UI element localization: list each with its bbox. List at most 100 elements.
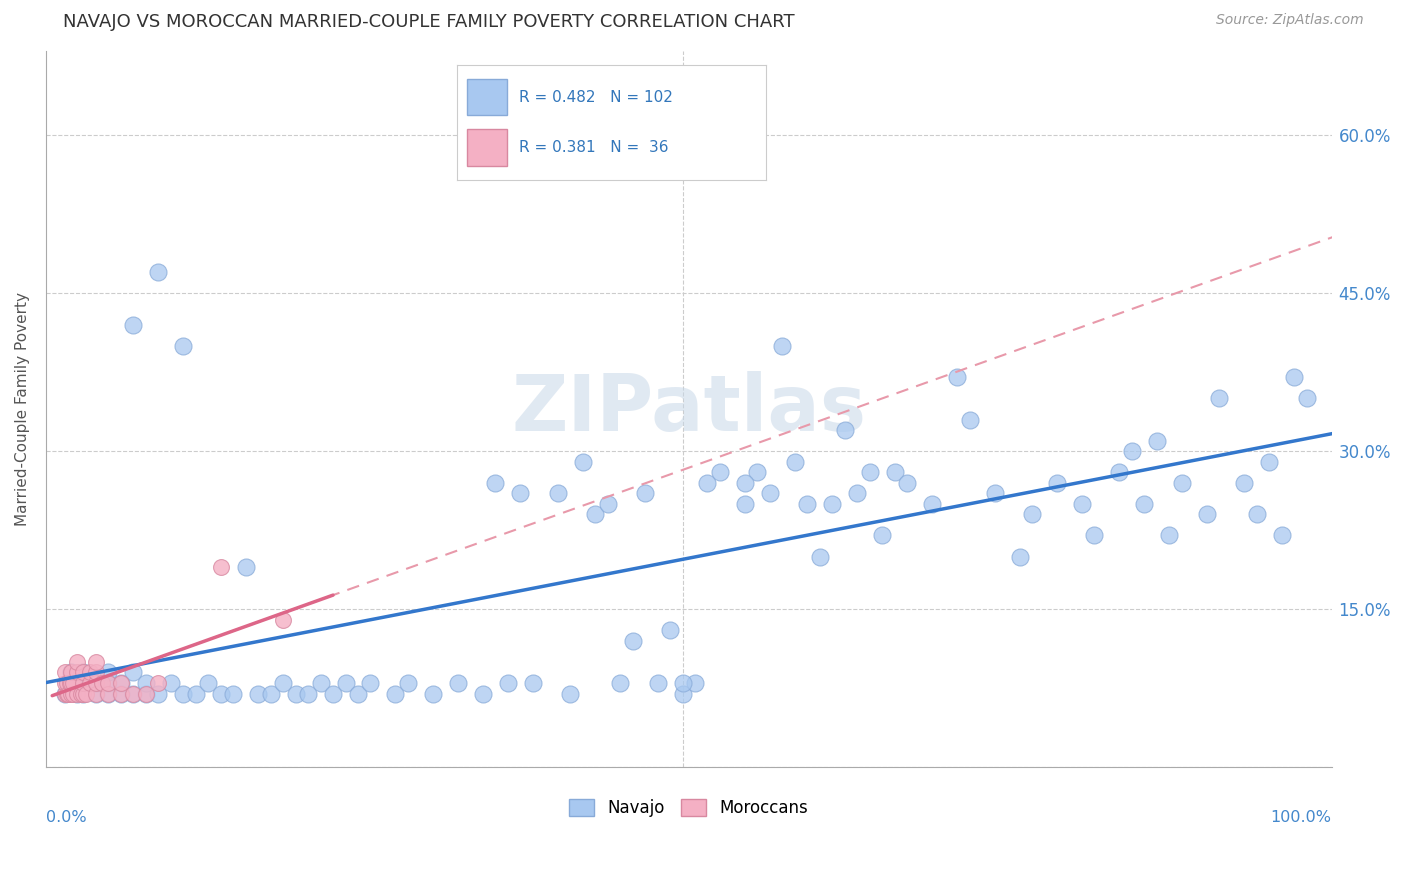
- Point: [747, 465, 769, 479]
- Point: [896, 475, 918, 490]
- Point: [609, 676, 631, 690]
- Point: [384, 686, 406, 700]
- Point: [422, 686, 444, 700]
- Point: [335, 676, 357, 690]
- Point: [58, 686, 80, 700]
- Point: [634, 486, 657, 500]
- Point: [683, 676, 706, 690]
- Point: [97, 686, 120, 700]
- Point: [1046, 475, 1069, 490]
- Point: [59, 686, 82, 700]
- Point: [821, 497, 844, 511]
- Point: [122, 686, 145, 700]
- Point: [547, 486, 569, 500]
- Point: [209, 686, 232, 700]
- Point: [1083, 528, 1105, 542]
- Point: [560, 686, 582, 700]
- Point: [259, 686, 281, 700]
- Point: [72, 665, 94, 680]
- Legend: Navajo, Moroccans: Navajo, Moroccans: [562, 792, 815, 823]
- Point: [84, 655, 107, 669]
- Point: [79, 665, 101, 680]
- Point: [496, 676, 519, 690]
- Point: [66, 686, 89, 700]
- Point: [671, 686, 693, 700]
- Point: [59, 676, 82, 690]
- Point: [759, 486, 782, 500]
- Point: [360, 676, 382, 690]
- Point: [946, 370, 969, 384]
- Point: [135, 686, 157, 700]
- Point: [56, 676, 79, 690]
- Point: [647, 676, 669, 690]
- Point: [79, 676, 101, 690]
- Point: [53, 686, 76, 700]
- Point: [66, 655, 89, 669]
- Point: [1233, 475, 1256, 490]
- Point: [734, 475, 756, 490]
- Point: [235, 560, 257, 574]
- Point: [197, 676, 219, 690]
- Point: [172, 339, 194, 353]
- Point: [135, 686, 157, 700]
- Text: Source: ZipAtlas.com: Source: ZipAtlas.com: [1216, 13, 1364, 28]
- Point: [66, 686, 89, 700]
- Point: [447, 676, 470, 690]
- Point: [172, 686, 194, 700]
- Point: [347, 686, 370, 700]
- Point: [148, 265, 170, 279]
- Point: [271, 676, 294, 690]
- Point: [621, 633, 644, 648]
- Point: [148, 686, 170, 700]
- Point: [59, 665, 82, 680]
- Text: NAVAJO VS MOROCCAN MARRIED-COUPLE FAMILY POVERTY CORRELATION CHART: NAVAJO VS MOROCCAN MARRIED-COUPLE FAMILY…: [63, 13, 794, 31]
- Point: [62, 676, 84, 690]
- Text: ZIPatlas: ZIPatlas: [512, 371, 866, 447]
- Point: [1121, 444, 1143, 458]
- Point: [1295, 392, 1317, 406]
- Point: [783, 455, 806, 469]
- Point: [53, 686, 76, 700]
- Point: [79, 676, 101, 690]
- Y-axis label: Married-Couple Family Poverty: Married-Couple Family Poverty: [15, 292, 30, 526]
- Point: [59, 665, 82, 680]
- Point: [97, 665, 120, 680]
- Point: [97, 676, 120, 690]
- Point: [91, 676, 114, 690]
- Point: [159, 676, 181, 690]
- Point: [110, 686, 132, 700]
- Text: 0.0%: 0.0%: [46, 810, 87, 825]
- Point: [72, 676, 94, 690]
- Point: [571, 455, 593, 469]
- Point: [97, 676, 120, 690]
- Point: [247, 686, 270, 700]
- Point: [72, 686, 94, 700]
- Point: [75, 686, 97, 700]
- Point: [84, 676, 107, 690]
- Point: [66, 665, 89, 680]
- Point: [921, 497, 943, 511]
- Point: [1133, 497, 1156, 511]
- Point: [110, 686, 132, 700]
- Point: [983, 486, 1005, 500]
- Point: [1282, 370, 1305, 384]
- Point: [1159, 528, 1181, 542]
- Point: [1246, 508, 1268, 522]
- Point: [135, 676, 157, 690]
- Point: [583, 508, 606, 522]
- Point: [84, 676, 107, 690]
- Point: [59, 676, 82, 690]
- Point: [209, 560, 232, 574]
- Point: [271, 613, 294, 627]
- Point: [1021, 508, 1043, 522]
- Point: [1171, 475, 1194, 490]
- Point: [671, 676, 693, 690]
- Point: [883, 465, 905, 479]
- Point: [122, 686, 145, 700]
- Point: [959, 412, 981, 426]
- Point: [56, 686, 79, 700]
- Point: [110, 676, 132, 690]
- Point: [1146, 434, 1168, 448]
- Point: [97, 686, 120, 700]
- Point: [84, 686, 107, 700]
